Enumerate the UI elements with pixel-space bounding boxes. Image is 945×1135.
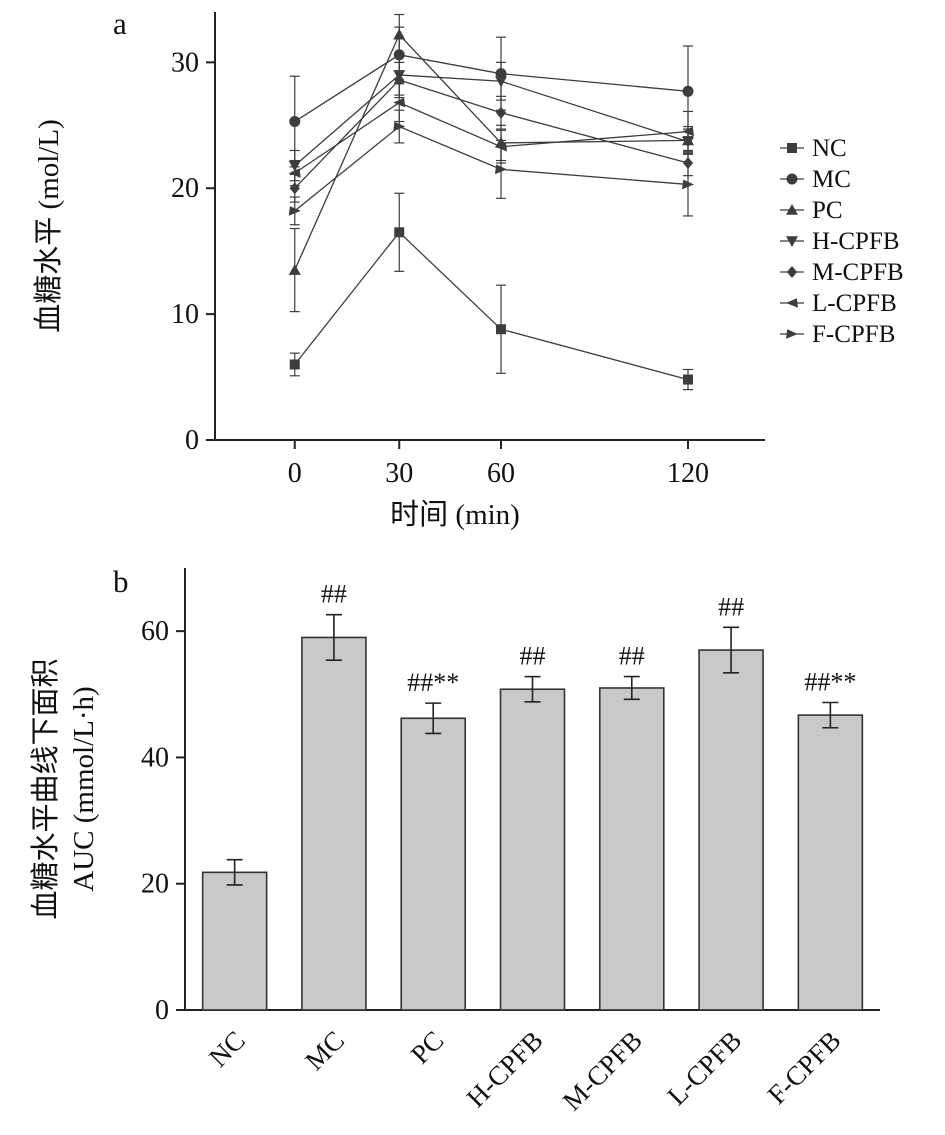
panel-a-axes: 0 10 20 30 0 30 60 120 [171, 12, 765, 489]
series-PC [288, 13, 694, 313]
triangle-right-marker-icon [495, 164, 507, 175]
y-axis-title-line1: 血糖水平曲线下面积 [29, 658, 62, 919]
x-tick-label: 30 [385, 458, 413, 489]
series-L-CPFB [288, 83, 694, 187]
circle-marker-icon [682, 85, 694, 97]
bar-H-CPFB [499, 688, 566, 1011]
triangle-down-marker-icon [495, 76, 507, 88]
legend-triangle-up-icon [786, 204, 798, 215]
legend-triangle-down-icon [786, 236, 798, 247]
bar-group-PC: ##** PC [400, 668, 467, 1070]
triangle-right-marker-icon [393, 121, 406, 132]
panel-b-letter: b [113, 564, 129, 599]
x-tick-label: 60 [487, 458, 515, 489]
bar-group-M-CPFB: ## M-CPFB [557, 642, 665, 1116]
bar-group-L-CPFB: ## L-CPFB [661, 592, 764, 1111]
series-F-CPFB [288, 109, 694, 226]
line-chart-blood-glucose-over-time: 0 10 20 30 0 30 60 120 时间 (min) 血糖水平 (mol/L) a NC MC… [32, 6, 904, 531]
panel-a-letter: a [113, 6, 127, 41]
legend-circle-icon [786, 173, 798, 185]
square-marker-icon [394, 227, 405, 238]
significance-annotation: ##** [804, 667, 856, 696]
legend-label: H-CPFB [812, 228, 900, 255]
panel-b-axes: 0 20 40 60 [141, 568, 880, 1026]
legend-label: PC [812, 197, 843, 224]
bar-MC [301, 636, 367, 1011]
y-tick-label: 0 [185, 425, 199, 456]
y-tick-label: 30 [171, 47, 199, 78]
x-tick-label: NC [203, 1025, 251, 1073]
y-axis-title-line2: AUC (mmol/L·h) [68, 686, 100, 891]
significance-annotation: ## [619, 642, 645, 671]
x-tick-label: 0 [288, 458, 302, 489]
significance-annotation: ## [321, 580, 347, 609]
bar-NC [201, 871, 268, 1011]
y-tick-label: 20 [171, 173, 199, 204]
circle-marker-icon [289, 116, 301, 128]
legend-label: MC [812, 166, 851, 193]
bar-L-CPFB [698, 649, 764, 1011]
x-axis-title: 时间 (min) [390, 498, 520, 531]
bar-group-MC: ## MC [299, 580, 367, 1076]
significance-annotation: ## [520, 642, 546, 671]
panel-b: 0 20 40 60 NC ## MC ##** PC ## H-CPFB ## M-CPFB ## L-C… [0, 560, 945, 1135]
bar-PC [400, 717, 467, 1011]
triangle-right-marker-icon [682, 179, 694, 190]
y-tick-label: 10 [171, 299, 199, 330]
legend-label: L-CPFB [812, 290, 897, 317]
legend-item-H-CPFB: H-CPFB [780, 228, 900, 255]
legend-square-icon [787, 143, 797, 153]
bar-group-H-CPFB: ## H-CPFB [461, 642, 566, 1113]
diamond-marker-icon [394, 73, 405, 86]
legend-item-F-CPFB: F-CPFB [780, 321, 895, 348]
y-tick-label: 40 [141, 742, 169, 773]
triangle-left-marker-icon [393, 97, 406, 108]
bar-M-CPFB [598, 687, 665, 1011]
triangle-left-marker-icon [682, 126, 694, 137]
legend-label: NC [812, 135, 847, 162]
y-axis-title: 血糖水平 (mol/L) [32, 119, 65, 332]
legend-item-NC: NC [780, 135, 847, 162]
series-NC [289, 192, 693, 391]
legend-item-MC: MC [780, 166, 851, 193]
y-tick-label: 20 [141, 869, 169, 900]
legend-item-PC: PC [780, 197, 843, 224]
x-tick-label: PC [405, 1025, 450, 1070]
series-M-CPFB [289, 61, 694, 203]
x-tick-label: M-CPFB [557, 1025, 648, 1116]
series-H-CPFB [288, 54, 694, 182]
bar-chart-auc: 0 20 40 60 NC ## MC ##** PC ## H-CPFB ## M-CPFB ## L-C… [29, 564, 880, 1116]
y-tick-label: 0 [155, 995, 169, 1026]
x-tick-label: F-CPFB [762, 1025, 847, 1110]
square-marker-icon [496, 324, 506, 335]
legend-item-L-CPFB: L-CPFB [780, 290, 897, 317]
square-marker-icon [289, 359, 300, 370]
legend-triangle-left-icon [786, 298, 798, 308]
legend-item-M-CPFB: M-CPFB [780, 259, 904, 286]
significance-annotation: ## [718, 592, 744, 621]
y-tick-label: 60 [141, 616, 169, 647]
diamond-marker-icon [495, 106, 507, 119]
triangle-left-marker-icon [288, 168, 301, 178]
significance-annotation: ##** [407, 668, 459, 697]
triangle-up-marker-icon [393, 28, 406, 40]
x-tick-label: 120 [667, 458, 709, 489]
legend-label: F-CPFB [812, 321, 895, 348]
legend-label: M-CPFB [812, 259, 904, 286]
legend-triangle-right-icon [786, 329, 798, 339]
x-tick-label: MC [299, 1025, 350, 1076]
x-tick-label: L-CPFB [661, 1025, 747, 1111]
bar-F-CPFB [797, 714, 864, 1011]
triangle-up-marker-icon [288, 264, 301, 275]
square-marker-icon [683, 374, 693, 385]
legend-diamond-icon [786, 266, 798, 278]
bar-group-NC: NC [201, 858, 268, 1073]
bar-group-F-CPFB: ##** F-CPFB [762, 667, 864, 1110]
triangle-right-marker-icon [288, 206, 301, 216]
panel-a: 0 10 20 30 0 30 60 120 时间 (min) 血糖水平 (mol/L) a NC MC… [0, 0, 945, 560]
x-tick-label: H-CPFB [461, 1025, 549, 1113]
